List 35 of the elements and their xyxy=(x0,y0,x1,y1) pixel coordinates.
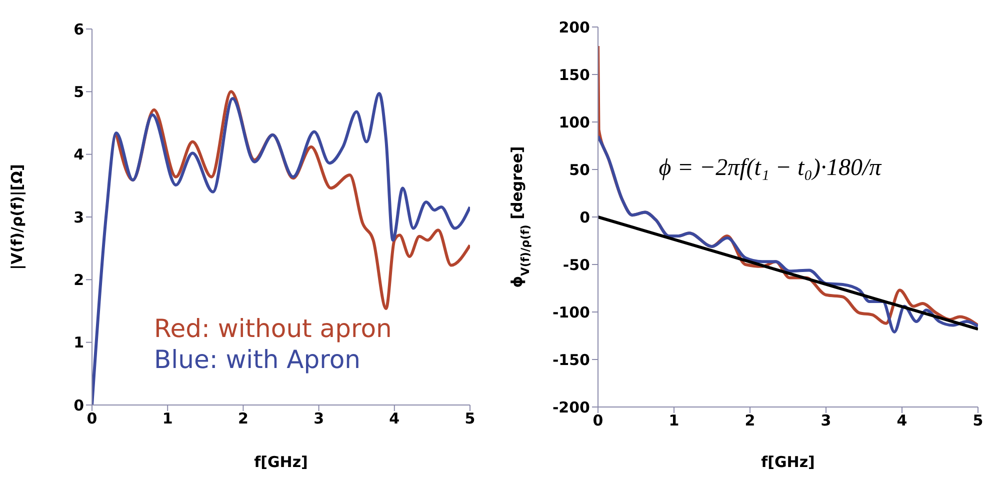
y-tick-label: -200 xyxy=(552,398,590,416)
y-tick-label: -100 xyxy=(552,303,590,322)
y-tick-label: 2 xyxy=(74,270,84,289)
x-tick-label: 2 xyxy=(238,410,248,428)
y-tick-label: 150 xyxy=(558,66,590,84)
y-tick-label: 0 xyxy=(74,396,84,414)
y-tick-label: 4 xyxy=(74,146,84,164)
x-tick-label: 4 xyxy=(389,410,400,428)
x-axis-title: f[GHz] xyxy=(761,453,815,471)
y-tick-label: 0 xyxy=(580,208,590,226)
x-tick-label: 1 xyxy=(668,412,680,430)
x-tick-label: 3 xyxy=(820,412,832,430)
x-tick-label: 2 xyxy=(744,412,756,430)
y-tick-label: 200 xyxy=(558,18,590,36)
x-tick-label: 0 xyxy=(86,410,98,428)
line-series xyxy=(598,134,978,334)
y-tick-label: 100 xyxy=(558,113,590,132)
y-tick-label: 6 xyxy=(74,20,84,38)
x-tick-label: 5 xyxy=(464,410,476,428)
y-tick-label: 1 xyxy=(74,334,84,352)
annotation: ϕ = −2πf(t₁ − t₀)·180/π xyxy=(658,155,882,182)
y-tick-label: -50 xyxy=(562,256,590,274)
y-tick-label: -150 xyxy=(552,350,590,369)
series-label: Red: without apron xyxy=(154,313,392,344)
x-tick-label: 4 xyxy=(896,412,908,430)
x-tick-label: 1 xyxy=(162,410,173,428)
text: Blue: with Apron xyxy=(154,344,362,375)
y-axis-title: |V(f)/ρ(f)|[Ω] xyxy=(8,164,26,270)
x-tick-label: 0 xyxy=(592,412,604,430)
y-tick-label: 3 xyxy=(74,208,84,226)
x-axis-title: f[GHz] xyxy=(254,453,308,471)
x-tick-label: 3 xyxy=(314,410,324,428)
y-tick-label: 50 xyxy=(569,160,590,179)
y-tick-label: 5 xyxy=(74,82,84,101)
x-tick-label: 5 xyxy=(972,412,984,430)
